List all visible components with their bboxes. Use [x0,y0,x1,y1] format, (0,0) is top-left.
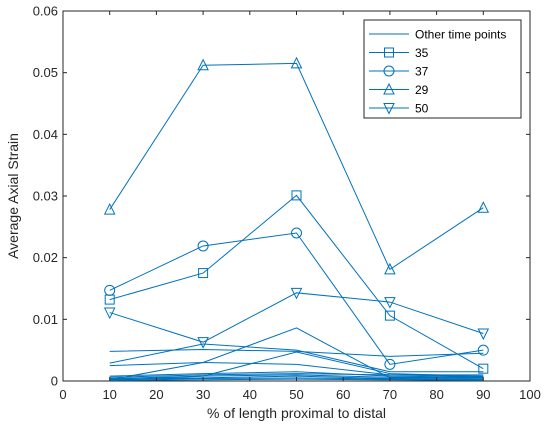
y-tick-label: 0.05 [33,65,58,80]
axis-layer: 0 10 20 30 40 50 60 70 80 90 100 0 0.01 0.02 0.03 0.04 0… [33,4,541,403]
data-point [290,287,303,300]
series-line [109,374,484,380]
y-tick-label: 0.03 [33,189,58,204]
y-axis-title: Average Axial Strain [5,133,21,259]
x-tick-label: 40 [243,387,257,402]
data-point [384,310,395,321]
data-point [291,190,302,201]
series-line [109,232,484,365]
legend: Other time points 35 37 29 50 [363,19,522,119]
series-line [109,343,484,373]
x-tick-label: 80 [429,387,443,402]
data-point [290,56,303,69]
data-point [478,363,489,374]
series-line [109,62,484,271]
y-tick-label: 0.02 [33,250,58,265]
y-tick-label: 0.04 [33,127,58,142]
x-tick-label: 90 [476,387,490,402]
x-tick-label: 20 [149,387,163,402]
data-point [103,202,116,215]
legend-marker [383,65,395,77]
x-tick-label: 70 [383,387,397,402]
y-tick-label: 0 [51,374,58,389]
x-tick-label: 30 [196,387,210,402]
legend-box [363,19,522,119]
x-tick-label: 50 [289,387,303,402]
series-line [109,371,484,378]
y-tick-label: 0.01 [33,312,58,327]
series-line [109,292,484,343]
data-point [477,201,490,213]
data-point [291,227,302,239]
x-axis-title: % of length proximal to distal [207,405,386,421]
legend-marker [383,103,395,115]
data-point [103,307,116,320]
series-line [109,194,484,370]
x-tick-label: 60 [336,387,350,402]
series-line [109,373,484,378]
data-point [384,297,396,309]
data-point [104,284,116,296]
legend-label: Other time points [415,28,506,42]
data-point [384,358,396,370]
data-point [477,344,489,356]
series-line [109,351,484,381]
data-point [198,268,209,279]
y-tick-label: 0.06 [33,4,58,19]
x-tick-label: 100 [519,387,541,402]
legend-label: 37 [415,65,429,79]
x-tick-label: 0 [59,387,66,402]
legend-marker [383,82,395,95]
legend-label: 50 [415,102,429,116]
data-point [477,328,490,341]
legend-label: 29 [415,83,429,97]
data-point [197,240,209,252]
data-point [197,58,209,71]
legend-marker [384,47,394,58]
series-line [109,375,484,380]
legend-label: 35 [415,46,429,60]
data-point [197,337,209,349]
x-tick-label: 10 [102,387,116,402]
data-point [384,262,396,275]
